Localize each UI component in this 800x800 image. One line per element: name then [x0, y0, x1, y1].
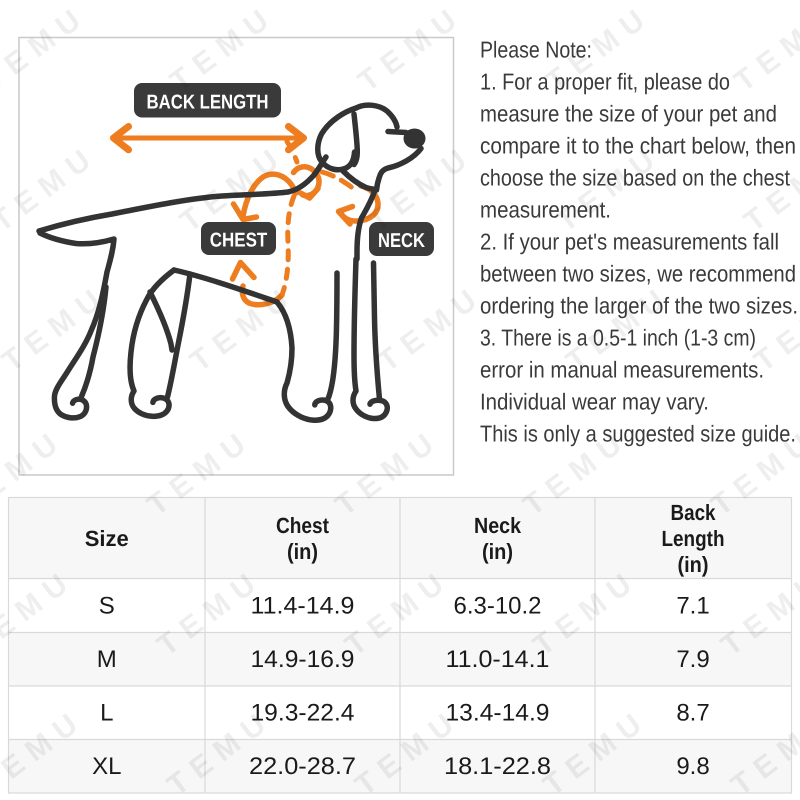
svg-text:22.0-28.7: 22.0-28.7 [249, 753, 356, 780]
svg-text:Back: Back [671, 500, 717, 525]
svg-text:S: S [99, 593, 115, 620]
svg-text:BACK LENGTH: BACK LENGTH [147, 92, 269, 114]
svg-text:measure the size of your pet a: measure the size of your pet and [480, 101, 777, 127]
svg-text:between two sizes, we recommen: between two sizes, we recommend [480, 261, 796, 287]
svg-text:M: M [97, 646, 117, 673]
svg-text:18.1-22.8: 18.1-22.8 [444, 753, 551, 780]
svg-text:(in): (in) [482, 539, 513, 564]
svg-text:compare it to the chart below,: compare it to the chart below, then [480, 133, 796, 159]
svg-text:Length: Length [662, 526, 725, 551]
svg-text:13.4-14.9: 13.4-14.9 [446, 700, 550, 727]
svg-text:ordering the larger of the two: ordering the larger of the two sizes. [480, 293, 798, 319]
svg-text:6.3-10.2: 6.3-10.2 [454, 593, 542, 620]
svg-text:1. For a proper fit, please do: 1. For a proper fit, please do [480, 69, 730, 95]
svg-text:choose the size based on the c: choose the size based on the chest [480, 165, 791, 191]
svg-text:CHEST: CHEST [210, 230, 268, 252]
svg-text:measurement.: measurement. [480, 197, 611, 223]
svg-text:14.9-16.9: 14.9-16.9 [251, 646, 355, 673]
svg-text:This is only a suggested size: This is only a suggested size guide. [480, 421, 796, 447]
svg-text:(in): (in) [287, 539, 318, 564]
svg-text:(in): (in) [678, 552, 709, 577]
svg-text:L: L [100, 700, 113, 727]
svg-text:Chest: Chest [276, 513, 330, 538]
svg-text:NECK: NECK [378, 230, 425, 252]
svg-text:8.7: 8.7 [676, 700, 709, 727]
svg-text:2. If your pet's measurements: 2. If your pet's measurements fall [480, 229, 779, 255]
svg-text:9.8: 9.8 [676, 753, 709, 780]
svg-text:19.3-22.4: 19.3-22.4 [251, 700, 355, 727]
svg-text:Neck: Neck [474, 513, 522, 538]
svg-text:Size: Size [85, 526, 129, 551]
svg-text:7.1: 7.1 [676, 593, 709, 620]
svg-text:3. There is a 0.5-1 inch (1-3: 3. There is a 0.5-1 inch (1-3 cm) [480, 325, 756, 351]
svg-text:7.9: 7.9 [676, 646, 709, 673]
svg-text:11.4-14.9: 11.4-14.9 [251, 593, 355, 620]
svg-text:error in manual measurements.: error in manual measurements. [480, 357, 764, 383]
svg-text:XL: XL [92, 753, 121, 780]
svg-text:Individual wear may vary.: Individual wear may vary. [480, 389, 709, 415]
svg-text:Please Note:: Please Note: [480, 37, 592, 63]
svg-text:11.0-14.1: 11.0-14.1 [446, 646, 550, 673]
